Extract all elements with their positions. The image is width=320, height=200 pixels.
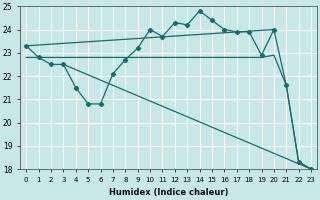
X-axis label: Humidex (Indice chaleur): Humidex (Indice chaleur) (109, 188, 228, 197)
